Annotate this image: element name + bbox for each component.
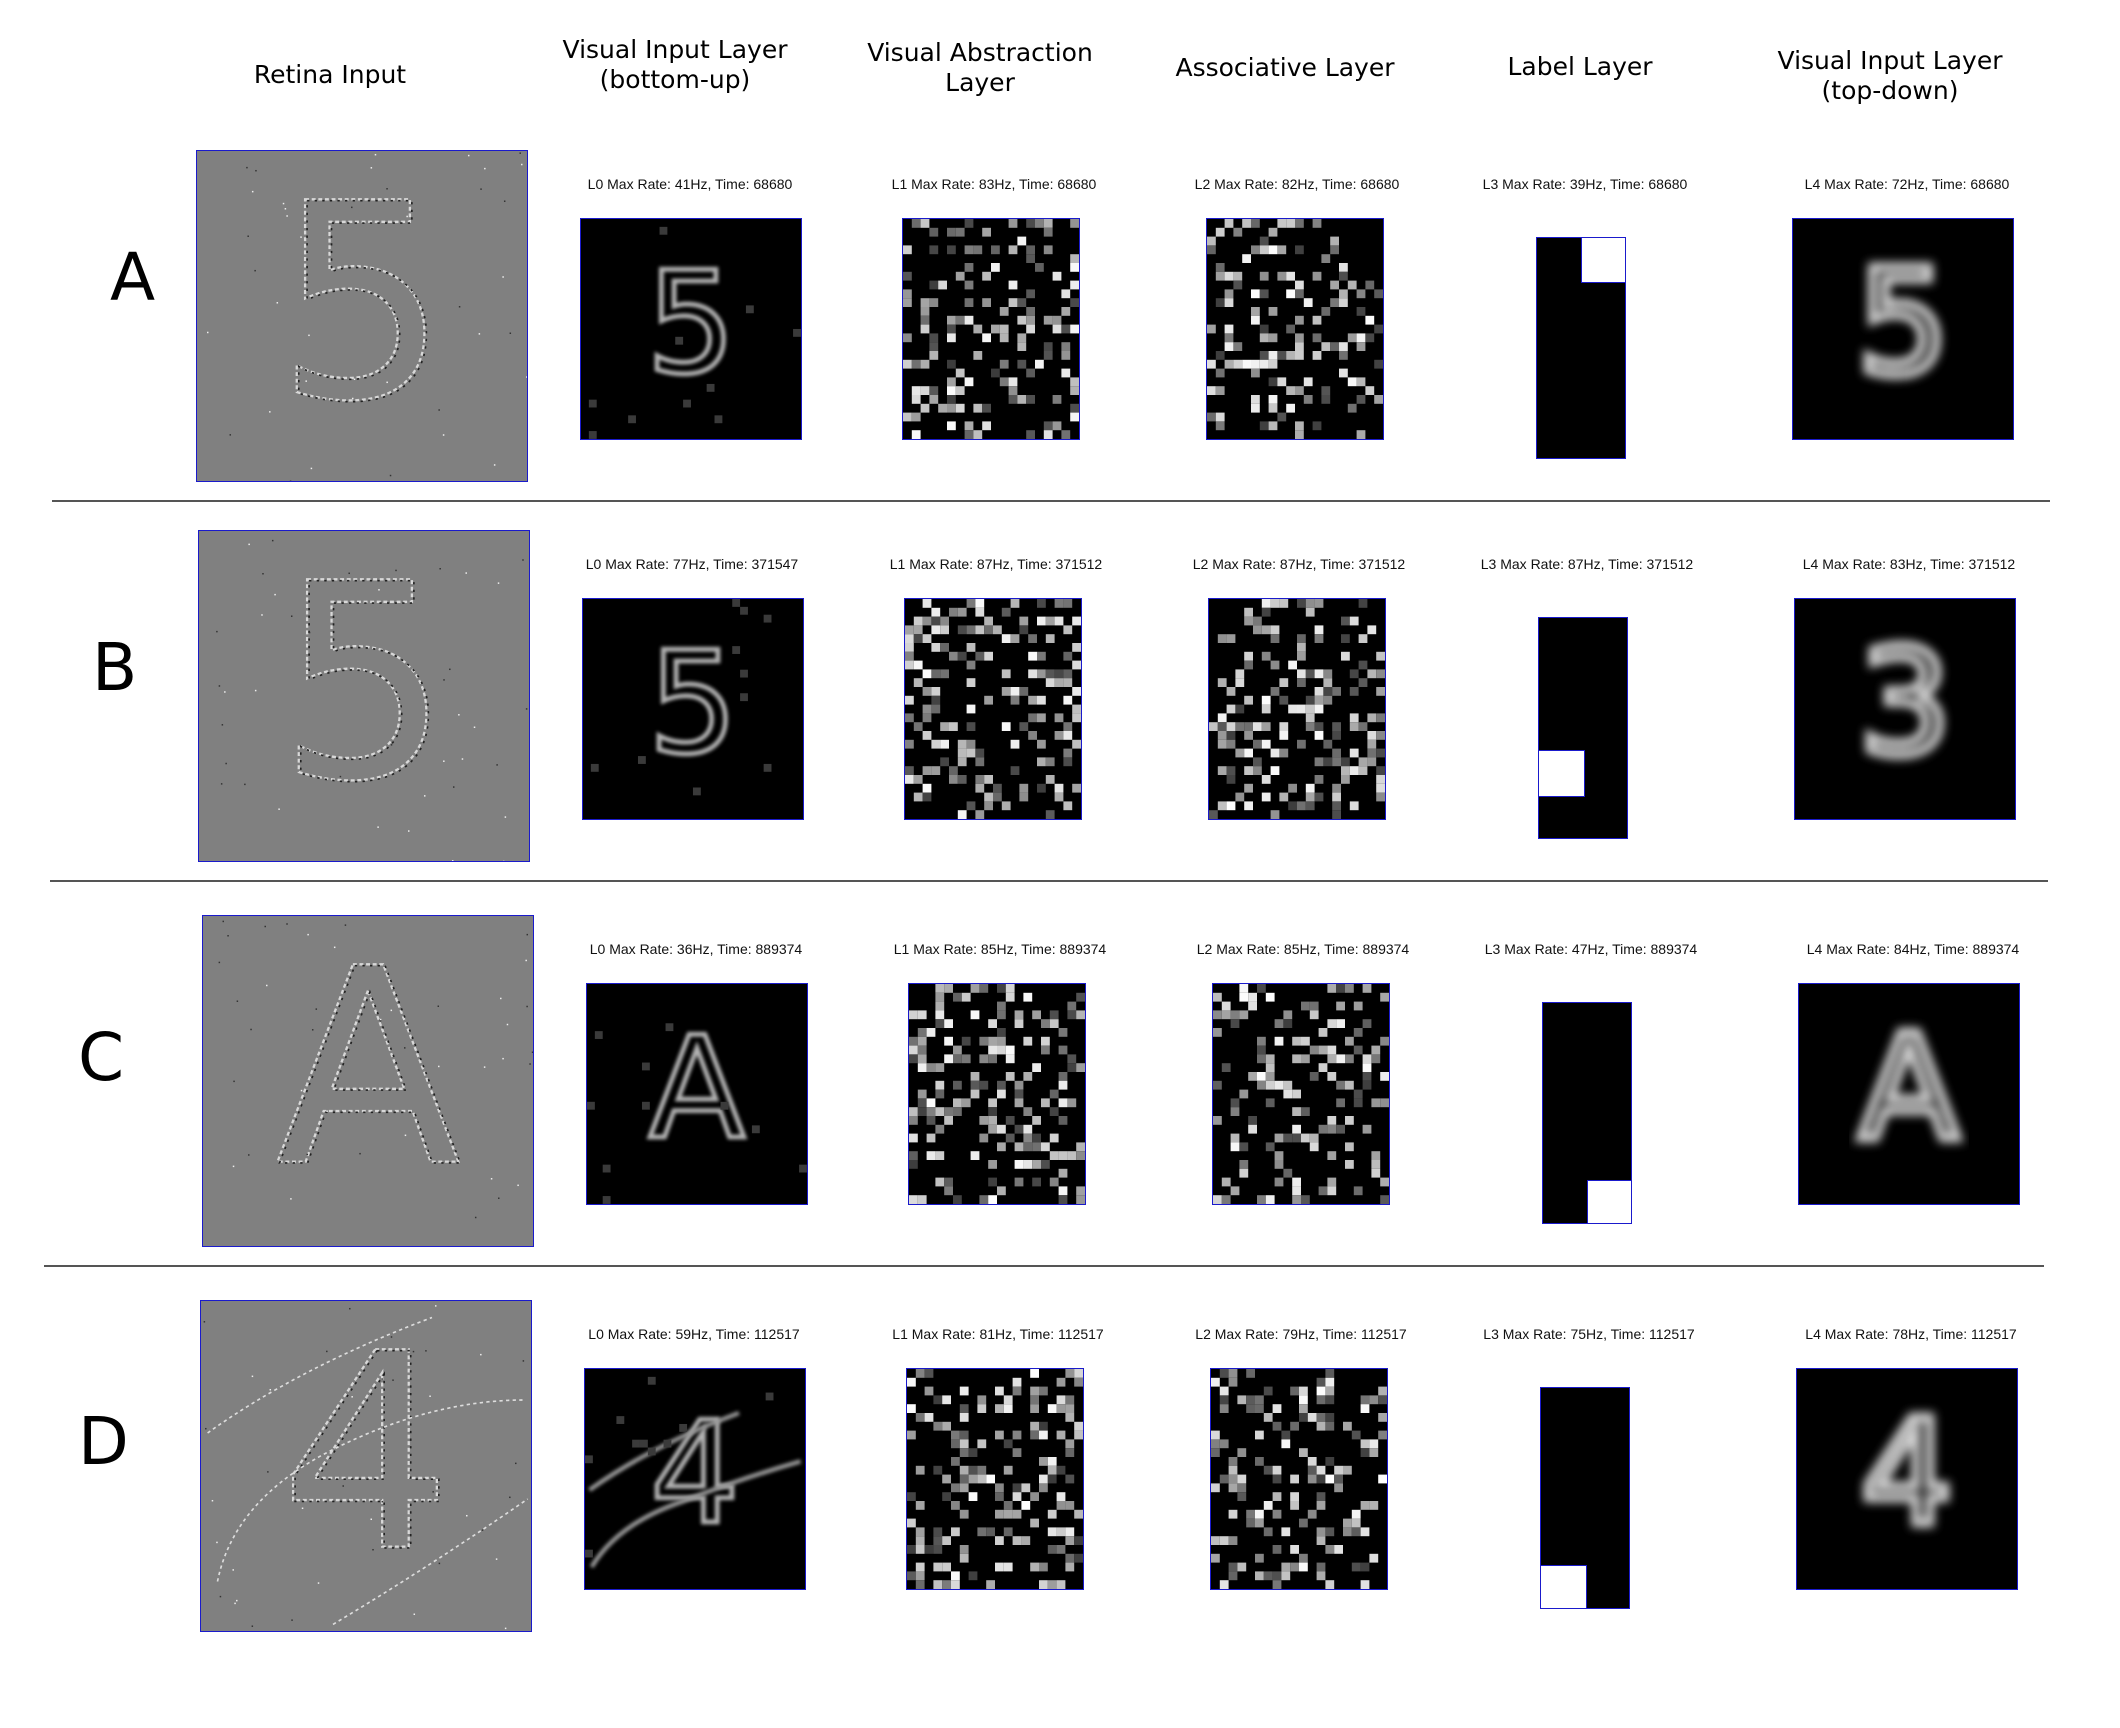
visual-input-top-down-map: A <box>1798 983 2020 1205</box>
panel-title-l3: L3 Max Rate: 87Hz, Time: 371512 <box>1480 556 1694 572</box>
panel-title-l0: L0 Max Rate: 77Hz, Time: 371547 <box>585 556 799 572</box>
visual-abstraction-map <box>904 598 1082 820</box>
retina-glyph: 5 <box>276 151 448 461</box>
panel-title-l1: L1 Max Rate: 83Hz, Time: 68680 <box>891 176 1097 192</box>
label-active-cell <box>1539 750 1585 797</box>
label-active-cell <box>1587 1179 1631 1223</box>
column-header-label: Label Layer <box>1507 52 1653 81</box>
visual-abstraction-map <box>902 218 1080 440</box>
panel-title-l4: L4 Max Rate: 84Hz, Time: 889374 <box>1806 941 2020 957</box>
panel-title-l2: L2 Max Rate: 87Hz, Time: 371512 <box>1192 556 1406 572</box>
associative-map <box>1212 983 1390 1205</box>
row-separator <box>44 1265 2044 1267</box>
column-header-visual-input-top-down: Visual Input Layer (top-down) <box>1777 46 2003 105</box>
column-header-visual-input-bottom-up: Visual Input Layer (bottom-up) <box>562 35 788 94</box>
visual-input-bottom-up-map: 5 <box>580 218 802 440</box>
row-separator <box>50 880 2048 882</box>
visual-input-top-down-map: 3 <box>1794 598 2016 820</box>
panel-title-l2: L2 Max Rate: 85Hz, Time: 889374 <box>1196 941 1410 957</box>
visual-abstraction-map <box>906 1368 1084 1590</box>
panel-title-l3: L3 Max Rate: 75Hz, Time: 112517 <box>1483 1326 1695 1342</box>
panel-title-l1: L1 Max Rate: 81Hz, Time: 112517 <box>892 1326 1104 1342</box>
column-header-visual-abstraction: Visual Abstraction Layer <box>867 38 1093 97</box>
label-layer-map <box>1540 1387 1630 1609</box>
svg-text:5: 5 <box>1857 239 1949 408</box>
svg-text:5: 5 <box>280 531 452 842</box>
row-letter: B <box>92 629 138 706</box>
panel-title-l3: L3 Max Rate: 47Hz, Time: 889374 <box>1484 941 1698 957</box>
retina-glyph: A <box>275 916 461 1226</box>
visual-input-top-down-map: 5 <box>1792 218 2014 440</box>
svg-text:5: 5 <box>278 151 450 462</box>
visual-input-bottom-up-map: 4 <box>584 1368 806 1590</box>
svg-text:5: 5 <box>648 622 738 786</box>
panel-title-l1: L1 Max Rate: 87Hz, Time: 371512 <box>889 556 1103 572</box>
panel-title-l2: L2 Max Rate: 82Hz, Time: 68680 <box>1194 176 1400 192</box>
retina-glyph: 5 <box>278 531 450 841</box>
panel-title-l1: L1 Max Rate: 85Hz, Time: 889374 <box>893 941 1107 957</box>
label-active-cell <box>1581 238 1625 284</box>
label-layer-map <box>1542 1002 1632 1224</box>
panel-title-l0: L0 Max Rate: 59Hz, Time: 112517 <box>588 1326 800 1342</box>
panel-title-l0: L0 Max Rate: 41Hz, Time: 68680 <box>587 176 793 192</box>
row-letter: A <box>110 239 156 316</box>
panel-title-l3: L3 Max Rate: 39Hz, Time: 68680 <box>1482 176 1688 192</box>
column-header-associative: Associative Layer <box>1175 53 1395 82</box>
svg-text:4: 4 <box>282 1301 454 1612</box>
svg-text:A: A <box>1859 1004 1958 1173</box>
visual-input-top-down-map: 4 <box>1796 1368 2018 1590</box>
row-letter: C <box>78 1019 125 1096</box>
column-header-retina-input: Retina Input <box>253 60 407 89</box>
svg-text:4: 4 <box>1861 1389 1953 1558</box>
visual-input-bottom-up-map: 5 <box>582 598 804 820</box>
panel-title-l4: L4 Max Rate: 78Hz, Time: 112517 <box>1805 1326 2017 1342</box>
panel-title-l0: L0 Max Rate: 36Hz, Time: 889374 <box>589 941 803 957</box>
label-active-cell <box>1541 1564 1587 1608</box>
visual-input-bottom-up-map: A <box>586 983 808 1205</box>
row-letter: D <box>78 1403 129 1480</box>
visual-abstraction-map <box>908 983 1086 1205</box>
svg-text:5: 5 <box>646 242 736 406</box>
associative-map <box>1210 1368 1388 1590</box>
svg-text:A: A <box>649 1007 745 1171</box>
panel-title-l4: L4 Max Rate: 72Hz, Time: 68680 <box>1804 176 2010 192</box>
label-layer-map <box>1536 237 1626 459</box>
panel-title-l4: L4 Max Rate: 83Hz, Time: 371512 <box>1802 556 2016 572</box>
panel-title-l2: L2 Max Rate: 79Hz, Time: 112517 <box>1195 1326 1407 1342</box>
svg-text:A: A <box>277 916 463 1227</box>
associative-map <box>1206 218 1384 440</box>
row-separator <box>52 500 2050 502</box>
label-layer-map <box>1538 617 1628 839</box>
associative-map <box>1208 598 1386 820</box>
svg-text:3: 3 <box>1859 619 1951 788</box>
retina-glyph: 4 <box>280 1301 452 1611</box>
